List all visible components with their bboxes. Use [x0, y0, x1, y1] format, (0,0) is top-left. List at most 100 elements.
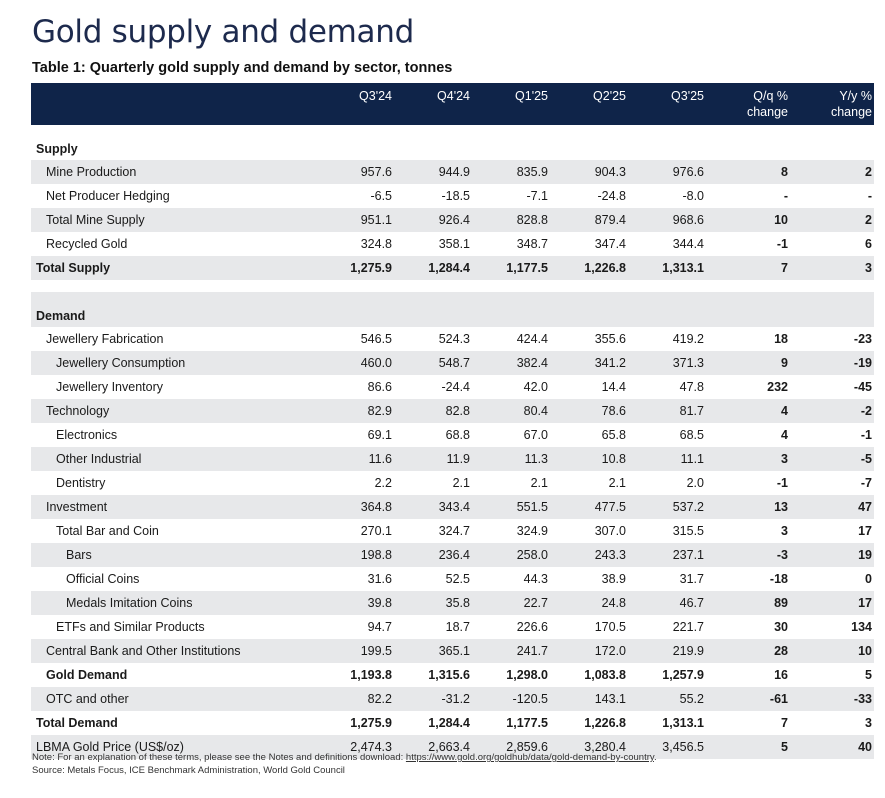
- footnote: Note: For an explanation of these terms,…: [32, 751, 657, 777]
- value-cell: 324.8: [360, 237, 392, 251]
- value-cell: 324.9: [516, 524, 548, 538]
- change-cell: 3: [706, 447, 790, 471]
- change-cell: 18: [774, 332, 788, 346]
- value-cell: -18.5: [441, 189, 471, 203]
- value-cell: 347.4: [594, 237, 626, 251]
- row-label: Gold Demand: [46, 668, 128, 682]
- value-cell: 46.7: [628, 591, 706, 615]
- value-cell: 3,280.4: [550, 735, 628, 759]
- value-cell: 1,284.4: [394, 256, 472, 280]
- value-cell: 537.2: [628, 495, 706, 519]
- row-label: Net Producer Hedging: [46, 189, 170, 203]
- value-cell: 3,456.5: [628, 735, 706, 759]
- row-label: Jewellery Consumption: [31, 351, 316, 375]
- value-cell: 944.9: [394, 160, 472, 184]
- header-q3-25: Q3'25: [671, 89, 704, 103]
- value-cell: 14.4: [601, 380, 626, 394]
- value-cell: 11.6: [316, 447, 394, 471]
- value-cell: 957.6: [316, 160, 394, 184]
- value-cell: 80.4: [472, 399, 550, 423]
- value-cell: 951.1: [316, 208, 394, 232]
- value-cell: 324.7: [438, 524, 470, 538]
- value-cell: 52.5: [445, 572, 470, 586]
- row-label: Bars: [31, 543, 316, 567]
- value-cell: 382.4: [472, 351, 550, 375]
- value-cell: 524.3: [438, 332, 470, 346]
- value-cell: -24.8: [597, 189, 627, 203]
- table-row-total-demand: Total Demand 1,275.9 1,284.4 1,177.5 1,226.8…: [31, 711, 874, 735]
- value-cell: 82.2: [316, 687, 394, 711]
- value-cell: -8.0: [682, 189, 704, 203]
- value-cell: 10.8: [550, 447, 628, 471]
- change-cell: 3: [865, 716, 872, 730]
- value-cell: 419.2: [672, 332, 704, 346]
- table-row-gold-demand: Gold Demand 1,193.8 1,315.6 1,298.0 1,083.8 1…: [31, 663, 874, 687]
- value-cell: 344.4: [672, 237, 704, 251]
- value-cell: 241.7: [472, 639, 550, 663]
- value-cell: 1,298.0: [506, 668, 548, 682]
- value-cell: 968.6: [628, 208, 706, 232]
- section-supply-label: Supply: [36, 141, 78, 156]
- value-cell: 976.6: [628, 160, 706, 184]
- value-cell: 82.9: [316, 399, 394, 423]
- value-cell: 1,275.9: [316, 256, 394, 280]
- value-cell: -7.1: [526, 189, 548, 203]
- row-label: Investment: [31, 495, 316, 519]
- spacer-row: [31, 125, 874, 137]
- row-label: Technology: [31, 399, 316, 423]
- row-label: Official Coins: [66, 572, 140, 586]
- value-cell: 243.3: [550, 543, 628, 567]
- value-cell: 170.5: [594, 620, 626, 634]
- header-yy-line2: change: [830, 105, 872, 119]
- value-cell: 2,474.3: [316, 735, 394, 759]
- change-cell: 8: [706, 160, 790, 184]
- value-cell: 548.7: [394, 351, 472, 375]
- value-cell: 219.9: [628, 639, 706, 663]
- value-cell: 1,257.9: [662, 668, 704, 682]
- value-cell: 828.8: [472, 208, 550, 232]
- value-cell: -24.4: [441, 380, 471, 394]
- value-cell: 31.6: [367, 572, 392, 586]
- note-link[interactable]: https://www.gold.org/goldhub/data/gold-d…: [405, 752, 654, 763]
- value-cell: 1,177.5: [472, 256, 550, 280]
- table-row-otc-and-other: OTC and other 82.2 -31.2 -120.5 143.1 55.2 -61…: [31, 687, 874, 711]
- table-row-dentistry: Dentistry 2.2 2.1 2.1 2.1 2.0 -1 -7: [31, 471, 874, 495]
- section-demand-label: Demand: [31, 304, 874, 327]
- row-label: Other Industrial: [31, 447, 316, 471]
- change-cell: 7: [706, 256, 790, 280]
- value-cell: 1,226.8: [550, 256, 628, 280]
- value-cell: 226.6: [516, 620, 548, 634]
- change-cell: 30: [774, 620, 788, 634]
- value-cell: 2,859.6: [472, 735, 550, 759]
- table-row-official-coins: Official Coins 31.6 52.5 44.3 38.9 31.7 -18 0: [31, 567, 874, 591]
- section-supply: Supply: [31, 137, 874, 160]
- header-qq-line1: Q/q %: [753, 89, 788, 103]
- row-label: Total Mine Supply: [31, 208, 316, 232]
- value-cell: 358.1: [438, 237, 470, 251]
- value-cell: 477.5: [550, 495, 628, 519]
- table-row-central-bank-and-other-institutions: Central Bank and Other Institutions 199.5…: [31, 639, 874, 663]
- value-cell: 364.8: [316, 495, 394, 519]
- change-cell: 16: [774, 668, 788, 682]
- value-cell: 460.0: [316, 351, 394, 375]
- value-cell: 371.3: [628, 351, 706, 375]
- supply-demand-table: Q3'24 Q4'24 Q1'25 Q2'25 Q3'25 Q/q % chang…: [31, 83, 874, 759]
- change-cell: 232: [767, 380, 788, 394]
- header-q2-25: Q2'25: [593, 89, 626, 103]
- table-row-technology: Technology 82.9 82.8 80.4 78.6 81.7 4 -2: [31, 399, 874, 423]
- value-cell: 24.8: [550, 591, 628, 615]
- value-cell: 198.8: [316, 543, 394, 567]
- value-cell: 47.8: [679, 380, 704, 394]
- change-cell: -19: [790, 351, 874, 375]
- value-cell: 11.3: [472, 447, 550, 471]
- row-label: Jewellery Inventory: [56, 380, 163, 394]
- table-row-net-producer-hedging: Net Producer Hedging -6.5 -18.5 -7.1 -24.8 -8…: [31, 184, 874, 208]
- change-cell: -2: [790, 399, 874, 423]
- value-cell: 236.4: [394, 543, 472, 567]
- row-label: Jewellery Fabrication: [46, 332, 164, 346]
- row-label: Total Bar and Coin: [56, 524, 159, 538]
- value-cell: 237.1: [628, 543, 706, 567]
- change-cell: -: [867, 189, 872, 203]
- value-cell: 11.1: [628, 447, 706, 471]
- table-row-jewellery-consumption: Jewellery Consumption 460.0 548.7 382.4 341.…: [31, 351, 874, 375]
